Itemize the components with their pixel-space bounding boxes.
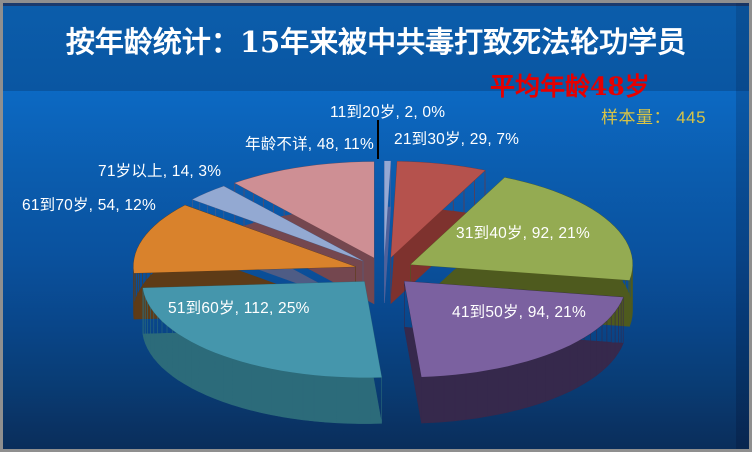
sample-size-note: 样本量： 445 (601, 108, 707, 127)
leader-line (377, 120, 379, 159)
pie-data-label-4: 51到60岁, 112, 25% (168, 300, 310, 317)
pie-slice-segment (142, 281, 382, 378)
top-accent-line (3, 3, 749, 6)
pie-slice-segment (404, 281, 624, 377)
pie-slice-segment (390, 161, 485, 258)
average-age-note: 平均年龄48岁 (490, 72, 650, 101)
pie-data-label-6: 71岁以上, 14, 3% (98, 163, 222, 180)
pie-data-label-5: 61到70岁, 54, 12% (22, 197, 156, 214)
pie-data-label-3: 41到50岁, 94, 21% (452, 304, 586, 321)
pie-data-label-0: 11到20岁, 2, 0% (330, 104, 446, 121)
pie-data-label-7: 年龄不详, 48, 11% (245, 136, 374, 153)
pie-slice-segment (384, 161, 391, 257)
pie-slice-segment (410, 177, 633, 281)
pie-data-label-1: 21到30岁, 29, 7% (394, 131, 520, 148)
chart-title: 按年龄统计：15年来被中共毒打致死法轮功学员 (65, 25, 687, 59)
pie-slice-segment (133, 205, 356, 274)
pie-slice-segment (234, 161, 374, 258)
title-band (3, 6, 749, 91)
pie-slice-segment (192, 186, 363, 261)
right-edge-shade (736, 3, 749, 449)
pie-data-label-2: 31到40岁, 92, 21% (456, 225, 590, 242)
